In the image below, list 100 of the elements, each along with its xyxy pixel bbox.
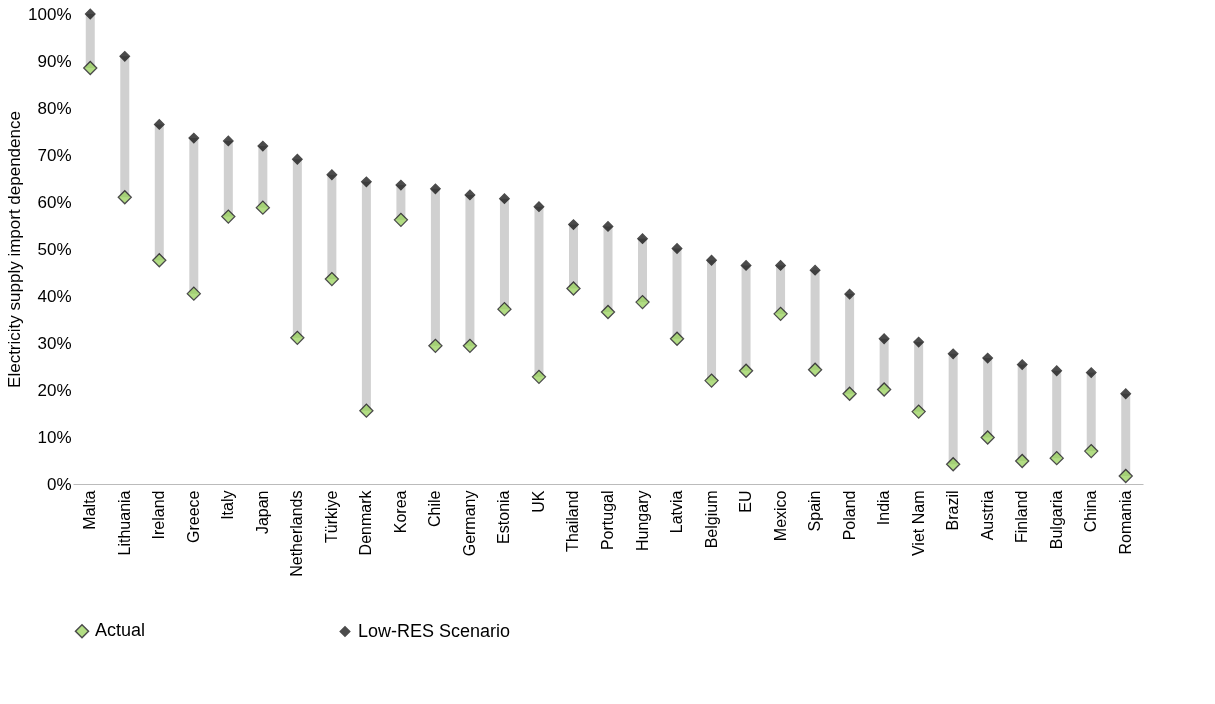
- y-tick-label: 20%: [37, 380, 72, 400]
- x-tick-label: China: [1082, 490, 1100, 533]
- point: [809, 264, 821, 276]
- point: [186, 286, 201, 301]
- legend-label: Actual: [95, 620, 146, 641]
- point: [153, 119, 165, 130]
- point: [947, 348, 959, 360]
- y-tick-label: 60%: [37, 192, 72, 212]
- point: [531, 369, 547, 385]
- x-tick-label: Türkiye: [322, 490, 340, 543]
- point: [188, 132, 200, 144]
- point: [119, 50, 131, 62]
- point: [704, 373, 719, 388]
- point: [566, 281, 581, 296]
- point: [671, 243, 683, 254]
- point: [117, 190, 132, 205]
- point: [1051, 365, 1063, 377]
- point: [428, 338, 443, 353]
- point: [290, 330, 305, 345]
- point: [1049, 450, 1064, 466]
- point: [842, 386, 857, 401]
- point: [393, 212, 409, 228]
- x-tick-label: Portugal: [599, 490, 616, 551]
- point: [773, 306, 788, 322]
- x-tick-label: Ireland: [150, 490, 168, 540]
- point: [600, 304, 616, 320]
- x-tick-label: Japan: [253, 490, 271, 535]
- y-tick-label: 100%: [28, 4, 72, 24]
- point: [1084, 443, 1099, 459]
- x-tick-label: Viet Nam: [909, 490, 927, 557]
- point: [775, 260, 786, 271]
- x-tick-label: Finland: [1013, 490, 1031, 543]
- point: [876, 382, 892, 397]
- point: [360, 176, 372, 188]
- point: [1015, 453, 1030, 469]
- point: [669, 331, 685, 346]
- point: [499, 193, 510, 205]
- point: [152, 253, 167, 268]
- y-axis-title: Electricity supply import dependence: [5, 111, 25, 388]
- point: [84, 8, 96, 20]
- point: [324, 271, 340, 287]
- x-tick-label: Germany: [460, 490, 478, 557]
- x-tick-label: EU: [737, 490, 755, 513]
- point: [291, 153, 303, 165]
- y-tick-label: 0%: [46, 474, 72, 494]
- x-tick-label: Latvia: [668, 490, 686, 534]
- y-tick-label: 40%: [37, 286, 72, 306]
- y-tick-label: 50%: [37, 239, 72, 259]
- point: [464, 189, 476, 201]
- x-tick-label: India: [875, 490, 893, 526]
- point: [637, 233, 648, 245]
- point: [222, 135, 234, 147]
- point: [878, 333, 890, 345]
- point: [395, 179, 407, 191]
- x-tick-label: Korea: [391, 490, 409, 534]
- point: [359, 403, 374, 418]
- point: [602, 221, 614, 232]
- x-tick-label: Thailand: [564, 490, 582, 552]
- point: [911, 404, 926, 419]
- x-tick-label: Estonia: [495, 490, 513, 544]
- point: [740, 260, 752, 271]
- x-tick-label: Bulgaria: [1047, 490, 1065, 550]
- y-tick-label: 80%: [37, 98, 72, 118]
- x-tick-label: Belgium: [702, 490, 720, 549]
- y-tick-label: 70%: [37, 145, 72, 165]
- x-tick-label: Poland: [840, 490, 858, 541]
- point: [945, 457, 961, 472]
- y-tick-label: 90%: [37, 51, 72, 71]
- x-tick-label: Spain: [806, 490, 824, 532]
- point: [982, 352, 994, 364]
- x-tick-label: Italy: [219, 490, 237, 520]
- x-tick-label: Greece: [184, 490, 202, 543]
- point: [706, 254, 717, 266]
- point: [1118, 468, 1133, 484]
- x-tick-label: UK: [529, 490, 547, 513]
- point: [738, 363, 754, 378]
- point: [568, 219, 579, 230]
- point: [255, 200, 271, 215]
- point: [1085, 367, 1097, 378]
- x-tick-label: Denmark: [357, 489, 375, 556]
- point: [635, 294, 650, 310]
- x-tick-label: Netherlands: [288, 490, 306, 577]
- point: [83, 60, 98, 76]
- legend-label: Low-RES Scenario: [358, 620, 511, 641]
- point: [462, 338, 478, 353]
- point: [913, 336, 925, 348]
- point: [844, 288, 856, 300]
- x-tick-label: Austria: [978, 490, 996, 541]
- x-tick-label: Mexico: [771, 490, 789, 542]
- y-tick-label: 30%: [37, 333, 72, 353]
- point: [497, 301, 512, 317]
- point: [1120, 388, 1132, 400]
- point: [430, 183, 441, 195]
- point: [1016, 359, 1028, 371]
- x-tick-label: Lithuania: [115, 490, 133, 556]
- x-tick-label: Brazil: [944, 490, 962, 531]
- x-tick-label: Hungary: [633, 490, 651, 551]
- point: [980, 430, 995, 445]
- point: [221, 209, 236, 224]
- y-tick-label: 10%: [37, 427, 72, 447]
